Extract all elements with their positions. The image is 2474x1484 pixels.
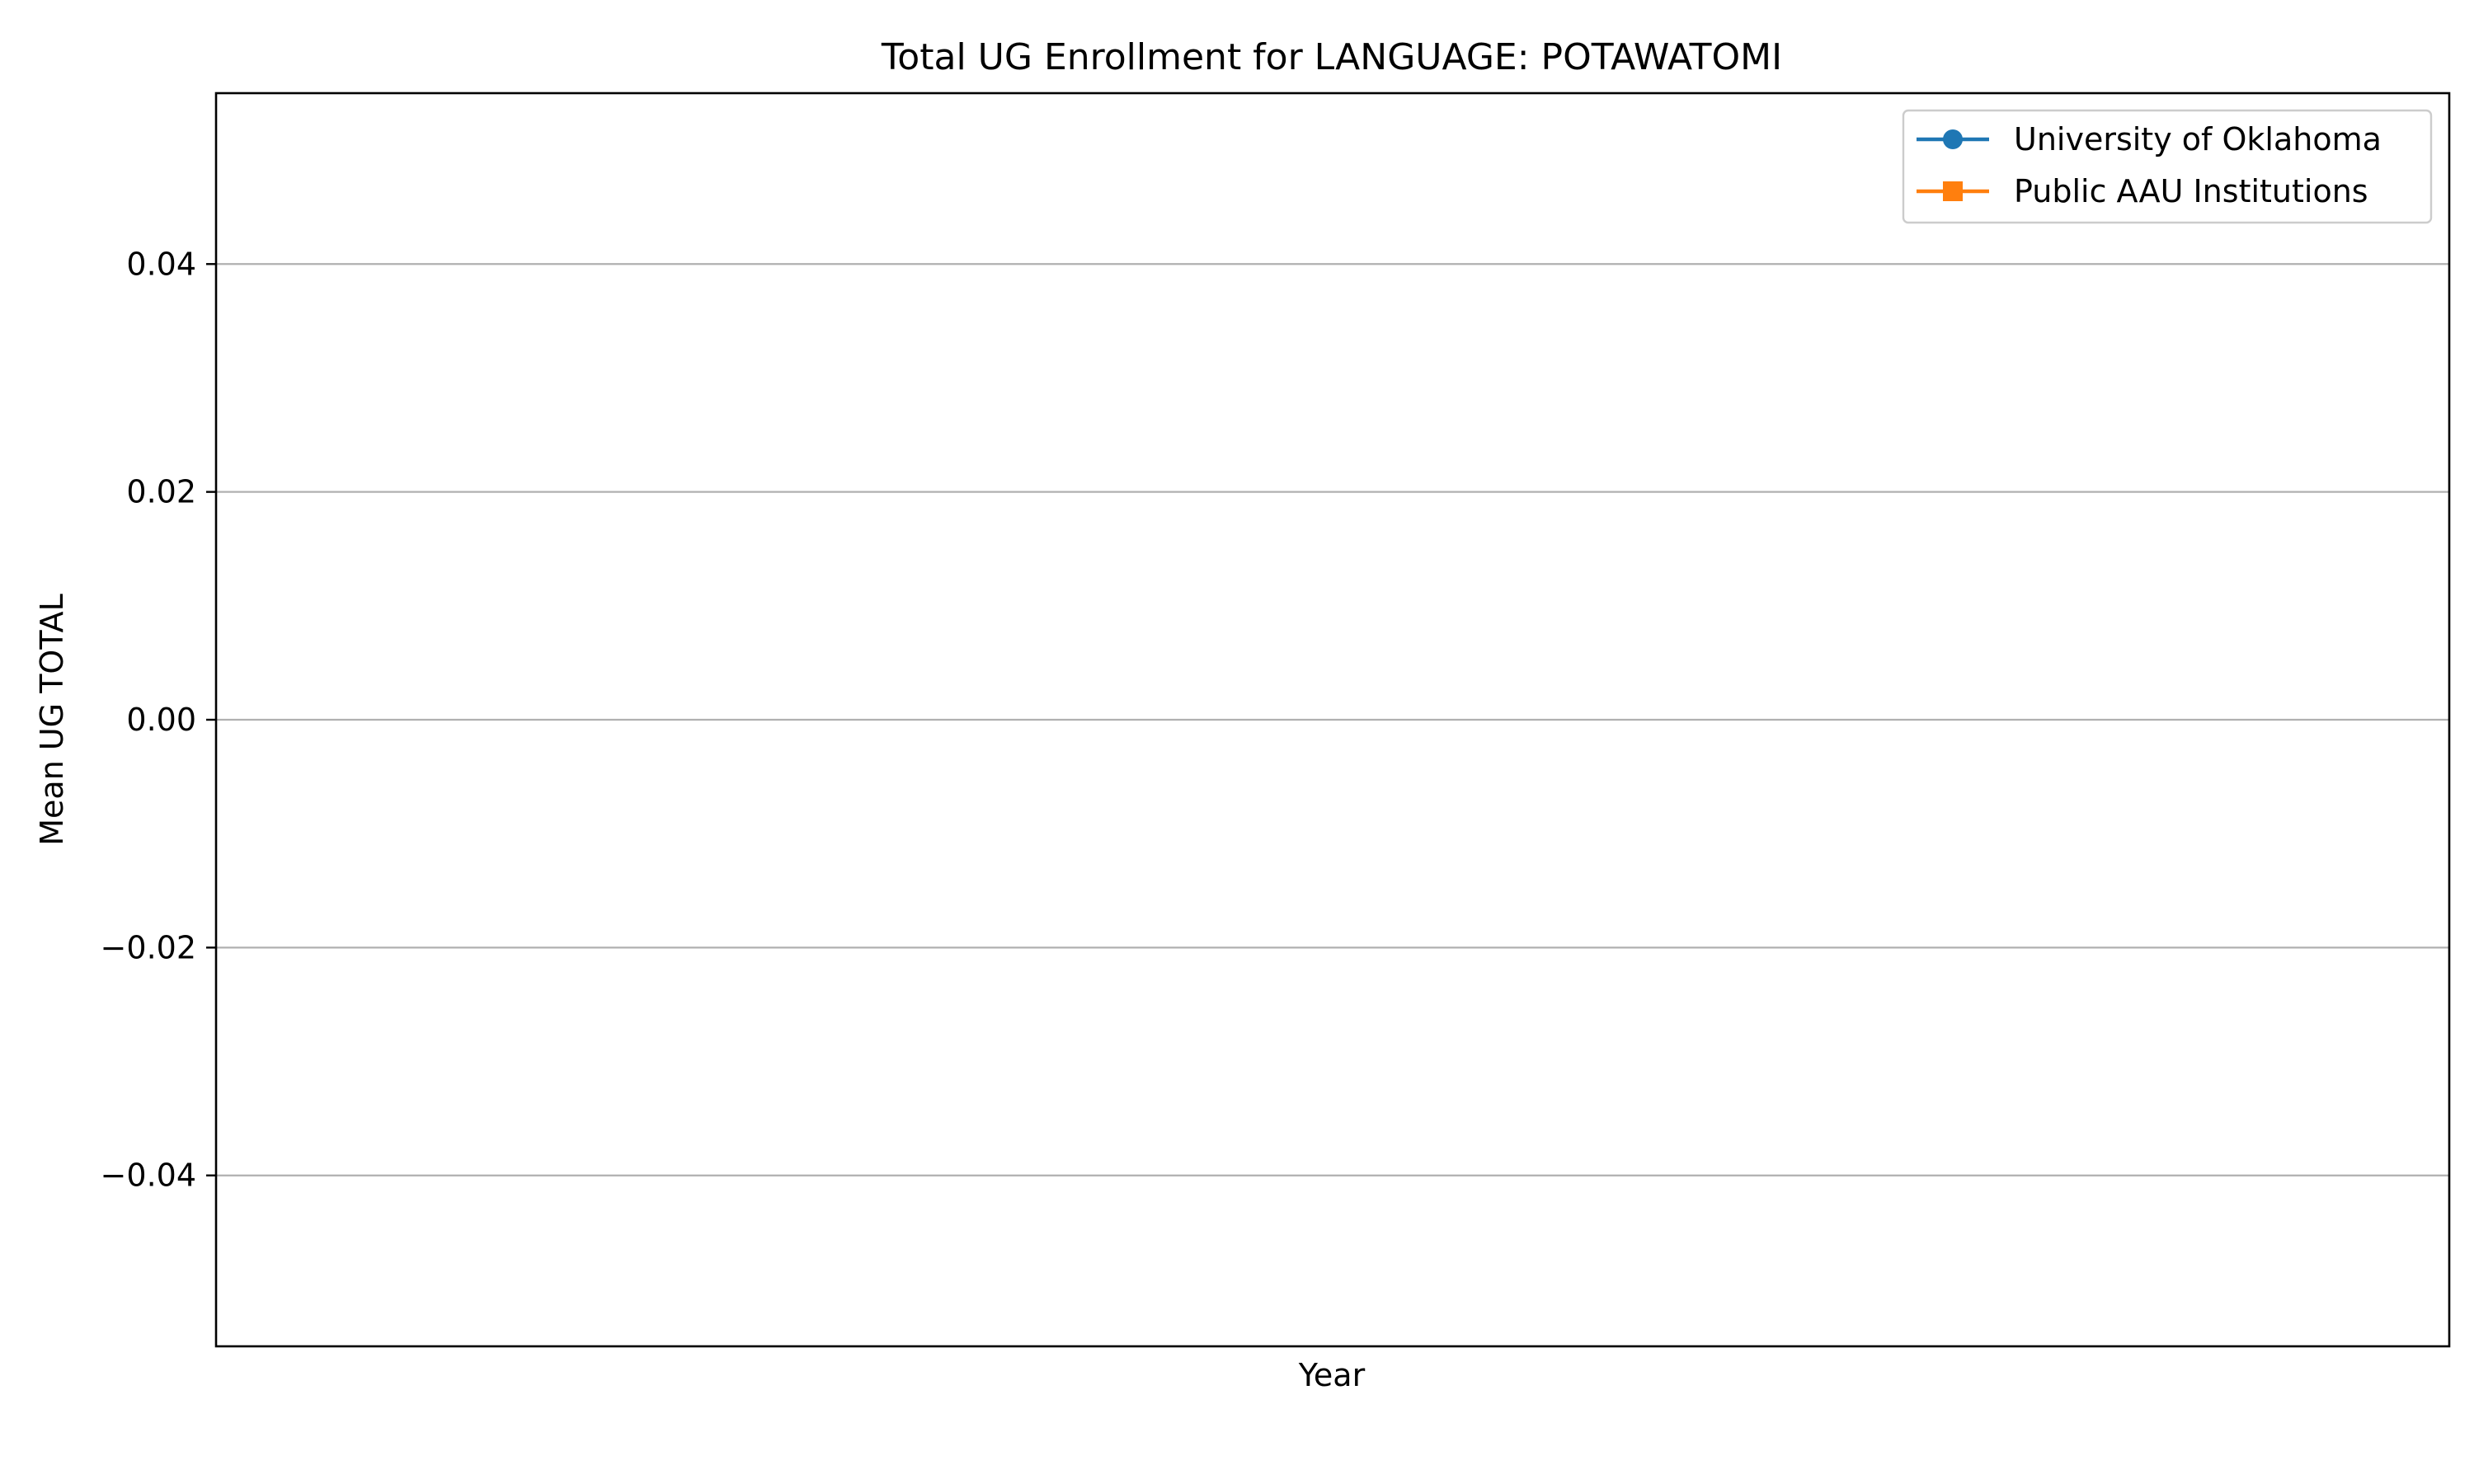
legend-marker-circle (1943, 129, 1963, 149)
y-tick-label: −0.02 (101, 929, 196, 965)
legend-label-public-aau-institutions: Public AAU Institutions (2014, 173, 2368, 209)
legend-label-university-of-oklahoma: University of Oklahoma (2014, 121, 2382, 157)
legend-marker-square (1943, 181, 1963, 201)
y-tick-label: −0.04 (101, 1158, 196, 1194)
y-tick-label: 0.02 (126, 474, 196, 510)
x-axis-label: Year (1298, 1357, 1366, 1393)
y-axis-ticks: 0.04 0.02 0.00 −0.02 −0.04 (101, 246, 216, 1194)
gridlines (216, 263, 2449, 1176)
y-tick-label: 0.00 (126, 702, 196, 738)
legend: University of Oklahoma Public AAU Instit… (1902, 109, 2433, 224)
chart-title: Total UG Enrollment for LANGUAGE: POTAWA… (881, 36, 1782, 78)
legend-frame (1902, 109, 2433, 224)
y-axis-label: Mean UG TOTAL (34, 594, 70, 846)
y-tick-label: 0.04 (126, 246, 196, 282)
